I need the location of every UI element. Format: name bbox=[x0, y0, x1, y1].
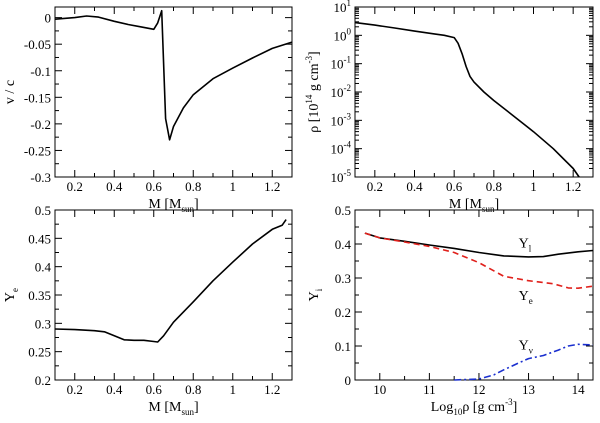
density-xtick-label: 1 bbox=[530, 179, 537, 194]
velocity-ytick-label: -0.1 bbox=[30, 64, 51, 79]
ye-ytick-label: 0.25 bbox=[28, 345, 51, 360]
abundances-ytick-label: 0.2 bbox=[335, 305, 351, 320]
velocity-ytick-label: -0.05 bbox=[24, 37, 51, 52]
ye-ytick-label: 0.3 bbox=[35, 316, 51, 331]
density-xtick-label: 0.2 bbox=[367, 179, 383, 194]
series-label-ynu: Yν bbox=[519, 338, 533, 355]
velocity-ytick-label: -0.3 bbox=[30, 170, 51, 185]
abundances-xtick-label: 11 bbox=[423, 382, 436, 397]
ye-y-axis-label: Ye bbox=[3, 288, 20, 302]
density-xtick-label: 0.4 bbox=[406, 179, 423, 194]
velocity-x-axis-label: M [Msun] bbox=[148, 197, 198, 214]
velocity-y-axis-label: v / c bbox=[3, 80, 18, 104]
density-x-axis-label: M [Msun] bbox=[449, 197, 499, 214]
density-ytick-label: 10-5 bbox=[331, 168, 352, 185]
velocity-xtick-label: 0.2 bbox=[67, 179, 83, 194]
density-panel: 0.2 0.4 0.6 0.8 1 1.2 101 100 10-1 10-2 10-3 10-4 10… bbox=[304, 0, 594, 214]
abundances-xtick-label: 12 bbox=[472, 382, 485, 397]
velocity-panel: 0.2 0.4 0.6 0.8 1 1.2 0 -0.05 -0.1 -0.15 -0.2 -0.25… bbox=[3, 6, 293, 214]
ye-x-axis-label: M [Msun] bbox=[148, 400, 198, 417]
ye-xtick-label: 1.2 bbox=[264, 382, 280, 397]
abundances-plot-frame bbox=[354, 209, 594, 381]
density-xtick-label: 0.8 bbox=[486, 179, 502, 194]
abundances-xtick-label: 10 bbox=[373, 382, 386, 397]
density-y-axis-label: ρ [1014 g cm-3] bbox=[304, 51, 322, 132]
abundances-xtick-label: 14 bbox=[572, 382, 586, 397]
series-label-ye: Ye bbox=[519, 289, 533, 306]
ye-xtick-label: 1 bbox=[230, 382, 237, 397]
abundances-series-yl bbox=[364, 232, 594, 258]
series-label-yl: Yl bbox=[519, 236, 532, 253]
velocity-ytick-label: -0.15 bbox=[24, 90, 51, 105]
density-ytick-label: 10-1 bbox=[331, 55, 352, 72]
ye-series-ye bbox=[54, 219, 287, 343]
density-ytick-label: 10-2 bbox=[331, 83, 352, 100]
velocity-xtick-label: 1 bbox=[230, 179, 237, 194]
velocity-ytick-label: -0.2 bbox=[30, 117, 51, 132]
velocity-ytick-label: 0 bbox=[45, 11, 52, 26]
velocity-ytick-label: -0.25 bbox=[24, 143, 51, 158]
density-ytick-label: 10-3 bbox=[331, 111, 352, 128]
velocity-plot-frame bbox=[54, 6, 293, 178]
abundances-y-axis-label: Yi bbox=[307, 288, 324, 301]
density-plot-frame bbox=[354, 6, 594, 178]
abundances-ytick-label: 0.3 bbox=[335, 271, 351, 286]
abundances-ytick-label: 0.4 bbox=[335, 237, 352, 252]
velocity-xtick-label: 0.4 bbox=[106, 179, 123, 194]
abundances-panel: 10 11 12 13 14 0 0.1 0.2 0.3 0.4 0.5 Log10ρ [g cm-3… bbox=[307, 203, 594, 417]
velocity-xtick-label: 0.8 bbox=[185, 179, 201, 194]
ye-xtick-label: 0.2 bbox=[67, 382, 83, 397]
velocity-xtick-label: 0.6 bbox=[146, 179, 163, 194]
abundances-x-axis-label: Log10ρ [g cm-3] bbox=[431, 397, 518, 417]
ye-ytick-label: 0.35 bbox=[28, 288, 51, 303]
ye-plot-frame bbox=[54, 209, 293, 381]
density-ytick-label: 10-4 bbox=[331, 140, 352, 157]
velocity-xtick-label: 1.2 bbox=[264, 179, 280, 194]
abundances-ytick-label: 0.1 bbox=[335, 339, 351, 354]
density-xtick-label: 0.6 bbox=[446, 179, 463, 194]
abundances-ytick-label: 0 bbox=[345, 373, 352, 388]
ye-ytick-label: 0.45 bbox=[28, 231, 51, 246]
ye-xtick-label: 0.8 bbox=[185, 382, 201, 397]
ye-panel: 0.2 0.4 0.6 0.8 1 1.2 0.2 0.25 0.3 0.35 0.4 0.45 0.5… bbox=[3, 203, 293, 417]
density-ytick-label: 100 bbox=[334, 26, 352, 43]
ye-ytick-label: 0.5 bbox=[35, 203, 51, 218]
ye-ytick-label: 0.4 bbox=[35, 260, 52, 275]
abundances-series-ynu bbox=[454, 343, 594, 381]
abundances-series-ye bbox=[364, 232, 594, 290]
abundances-xtick-label: 13 bbox=[522, 382, 535, 397]
density-xtick-label: 1.2 bbox=[565, 179, 581, 194]
ye-xtick-label: 0.6 bbox=[146, 382, 163, 397]
density-ytick-label: 101 bbox=[334, 0, 352, 15]
ye-ytick-label: 0.2 bbox=[35, 373, 51, 388]
abundances-ytick-label: 0.5 bbox=[335, 203, 351, 218]
density-series-rho bbox=[354, 21, 580, 178]
velocity-series-v/c bbox=[54, 9, 293, 141]
ye-xtick-label: 0.4 bbox=[106, 382, 123, 397]
